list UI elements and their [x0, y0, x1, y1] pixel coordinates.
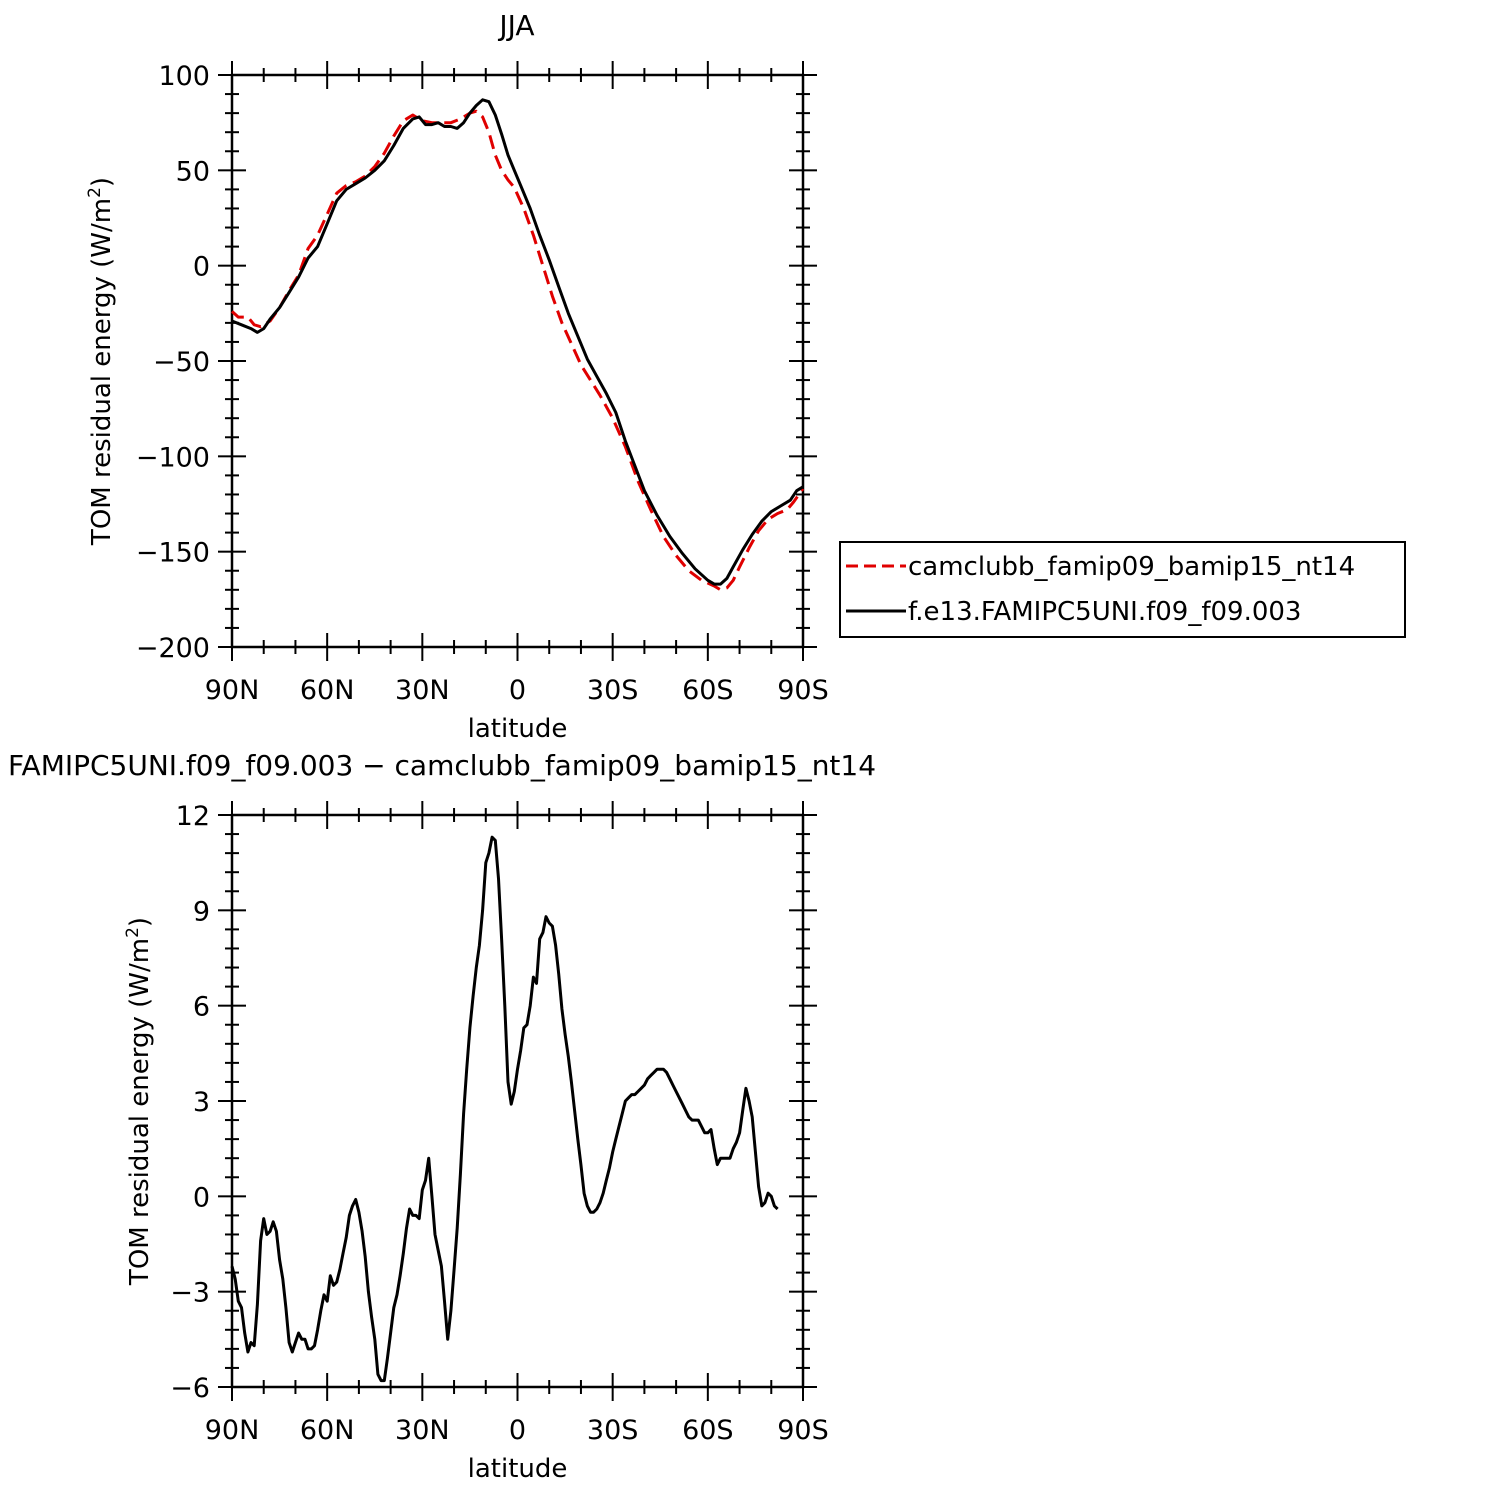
y-axis-label: TOM residual energy (W/m2)	[85, 177, 117, 546]
y-tick-label: 6	[193, 992, 210, 1023]
x-tick-label: 0	[509, 1415, 526, 1446]
series-line-1	[230, 109, 805, 592]
x-tick-label: 90S	[777, 1415, 829, 1446]
x-tick-label: 0	[509, 675, 526, 706]
x-axis-label: latitude	[468, 714, 568, 744]
legend-entry-1: camclubb_famip09_bamip15_nt14	[908, 552, 1355, 582]
y-axis-label: TOM residual energy (W/m2)	[123, 917, 155, 1286]
bottom-panel: FAMIPC5UNI.f09_f09.003 − camclubb_famip0…	[8, 749, 876, 1484]
x-tick-label: 90N	[205, 675, 260, 706]
y-tick-label: −150	[136, 538, 210, 569]
x-tick-label: 60N	[300, 675, 355, 706]
x-tick-label: 30S	[587, 675, 639, 706]
y-tick-label: −6	[170, 1373, 210, 1404]
y-tick-label: −3	[170, 1278, 210, 1309]
y-tick-label: 0	[193, 252, 210, 283]
x-tick-label: 60S	[682, 1415, 734, 1446]
y-tick-label: 12	[176, 801, 210, 832]
plot-frame	[230, 813, 805, 1389]
x-tick-label: 60S	[682, 675, 734, 706]
y-tick-label: −100	[136, 442, 210, 473]
chart-title: JJA	[497, 9, 534, 42]
legend-box	[839, 541, 1406, 638]
y-tick-label: −200	[136, 633, 210, 664]
x-tick-label: 90S	[777, 675, 829, 706]
y-tick-label: 9	[193, 896, 210, 927]
legend: camclubb_famip09_bamip15_nt14 f.e13.FAMIP…	[839, 541, 1406, 638]
top-panel: JJA 90N 60N 30N 0 30S 60S 90S 100 50 0 −50 −100 −150 −…	[85, 9, 1406, 744]
series-line-2	[231, 98, 804, 586]
x-tick-label: 30N	[395, 1415, 450, 1446]
legend-entry-2: f.e13.FAMIPC5UNI.f09_f09.003	[908, 597, 1301, 627]
chart-title: FAMIPC5UNI.f09_f09.003 − camclubb_famip0…	[8, 749, 876, 782]
y-tick-label: 3	[193, 1087, 210, 1118]
y-tick-label: 100	[158, 61, 210, 92]
x-tick-label: 60N	[300, 1415, 355, 1446]
y-tick-label: 0	[193, 1182, 210, 1213]
x-tick-label: 30S	[587, 1415, 639, 1446]
series-line-1	[230, 835, 779, 1383]
plot-frame	[230, 73, 805, 649]
y-tick-label: −50	[153, 347, 210, 378]
x-axis-label: latitude	[468, 1454, 568, 1484]
x-tick-label: 90N	[205, 1415, 260, 1446]
x-tick-label: 30N	[395, 675, 450, 706]
y-tick-label: 50	[176, 156, 210, 187]
